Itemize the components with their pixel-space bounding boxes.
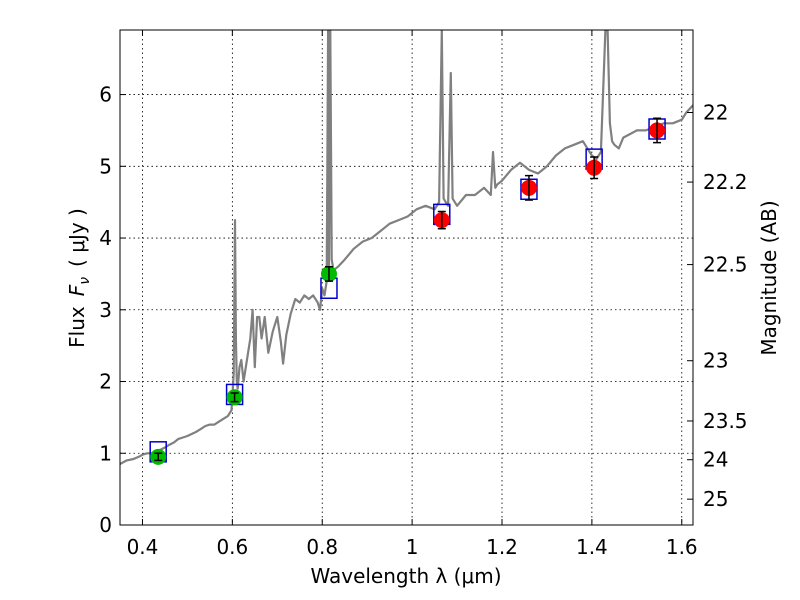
plot-frame — [119, 29, 694, 526]
right-tick-label: 22.5 — [703, 253, 748, 277]
right-tick-label: 22.2 — [703, 170, 748, 194]
x-tick-label: 1.6 — [666, 535, 698, 559]
y-axis-title: Flux Fν ( μJy ) — [65, 208, 93, 348]
x-tick-label: 1.4 — [576, 535, 608, 559]
svg-text:FluxFν( μJy ): Flux Fν ( μJy ) — [65, 208, 93, 348]
y-tick-label: 0 — [99, 513, 112, 537]
right-tick-labels: 22 22.2 22.5 23 23.5 24 25 — [703, 101, 748, 512]
x-tick-label: 0.8 — [306, 535, 338, 559]
y-axis-title-text: Flux — [65, 306, 89, 348]
y-axis-title-symbol: F — [65, 284, 89, 296]
y-tick-label: 2 — [99, 370, 112, 394]
right-tick-label: 23.5 — [703, 409, 748, 433]
right-axis-title: Magnitude (AB) — [757, 200, 781, 355]
right-tick-label: 24 — [703, 448, 728, 472]
right-tick-label: 22 — [703, 101, 728, 125]
y-tick-label: 4 — [99, 226, 112, 250]
tick-marks — [120, 30, 693, 526]
x-tick-label: 1 — [406, 535, 419, 559]
marker-layer — [149, 117, 666, 465]
right-tick-label: 23 — [703, 349, 728, 373]
x-tick-labels: 0.4 0.6 0.8 1 1.2 1.4 1.6 — [127, 535, 698, 559]
right-tick-label: 25 — [703, 487, 728, 511]
x-tick-label: 1.2 — [486, 535, 518, 559]
y-tick-labels: 0 1 2 3 4 5 6 — [99, 83, 112, 537]
y-axis-title-subscript: ν — [77, 277, 93, 285]
y-axis-title-units: ( μJy ) — [65, 208, 89, 267]
x-tick-label: 0.6 — [216, 535, 248, 559]
x-tick-label: 0.4 — [127, 535, 159, 559]
y-tick-label: 6 — [99, 83, 112, 107]
grid-lines — [120, 30, 693, 526]
y-tick-label: 3 — [99, 298, 112, 322]
x-axis-title: Wavelength λ (μm) — [310, 564, 501, 588]
y-tick-label: 5 — [99, 154, 112, 178]
y-tick-label: 1 — [99, 441, 112, 465]
